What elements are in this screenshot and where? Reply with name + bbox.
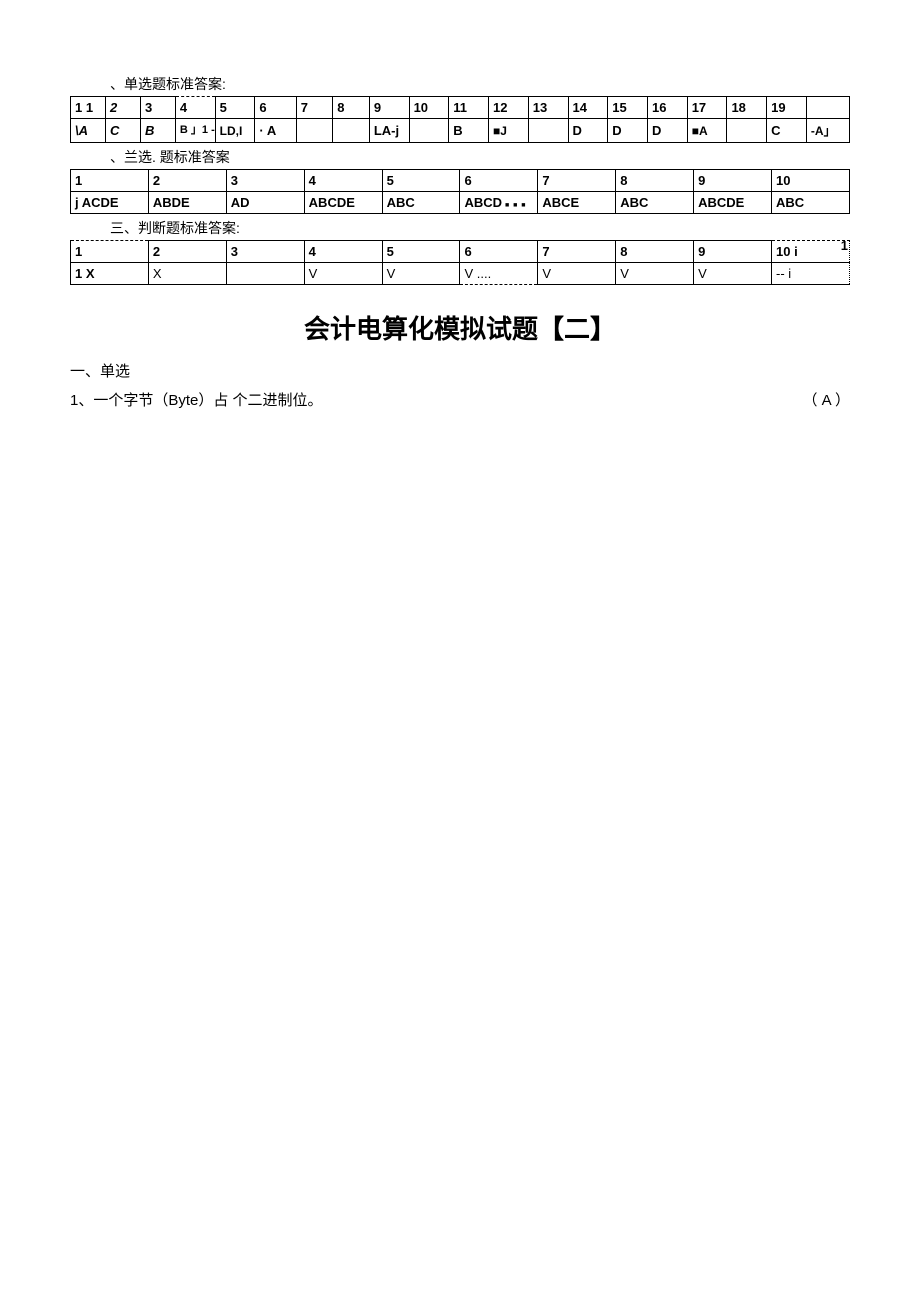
t1-c-6: · A <box>255 119 296 143</box>
t3-h-7: 7 <box>538 241 616 263</box>
t2-c-6: ABCD <box>460 192 538 214</box>
table-row: 1 X X V V V .... V V V -- i <box>71 263 850 285</box>
t3-h-3: 3 <box>226 241 304 263</box>
section3-trail: 1 <box>841 238 848 253</box>
table-row: 1 2 3 4 5 6 7 8 9 10 <box>71 170 850 192</box>
t2-c-10: ABC <box>772 192 850 214</box>
t3-c-8: V <box>616 263 694 285</box>
t1-c-16: D <box>647 119 687 143</box>
t2-h-4: 4 <box>304 170 382 192</box>
t3-h-8: 8 <box>616 241 694 263</box>
t1-h-19: 19 <box>767 97 807 119</box>
t1-h-17: 17 <box>687 97 727 119</box>
t2-c-5: ABC <box>382 192 460 214</box>
t3-c-10: -- i <box>772 263 850 285</box>
section2-label: 、兰选. 题标准答案 <box>110 147 850 167</box>
t3-h-10: 10 i <box>772 241 850 263</box>
t2-c-3: AD <box>226 192 304 214</box>
t1-h-6: 6 <box>255 97 296 119</box>
t3-c-2: X <box>148 263 226 285</box>
page-title: 会计电算化模拟试题【二】 <box>70 309 850 346</box>
t3-c-5: V <box>382 263 460 285</box>
t2-h-2: 2 <box>148 170 226 192</box>
t1-h-14: 14 <box>568 97 608 119</box>
t2-c-2: ABDE <box>148 192 226 214</box>
t1-c-4: B 」1 - - <box>175 119 215 143</box>
t1-c-7 <box>296 119 333 143</box>
t1-c-5: LD,I <box>215 119 255 143</box>
t3-c-6: V .... <box>460 263 538 285</box>
t2-c-8: ABC <box>616 192 694 214</box>
t3-c-7: V <box>538 263 616 285</box>
t2-c-1: j ACDE <box>71 192 149 214</box>
t1-c-1: \A <box>71 119 106 143</box>
t2-h-8: 8 <box>616 170 694 192</box>
table-row: \A C B B 」1 - - LD,I · A LA-j B ■J D D D… <box>71 119 850 143</box>
t1-c-11: B <box>449 119 489 143</box>
t1-h-11: 11 <box>449 97 489 119</box>
t2-c-7: ABCE <box>538 192 616 214</box>
t2-h-10: 10 <box>772 170 850 192</box>
t1-c-15: D <box>608 119 648 143</box>
t1-c-12: ■J <box>489 119 529 143</box>
table-row: j ACDE ABDE AD ABCDE ABC ABCD ABCE ABC A… <box>71 192 850 214</box>
t1-h-5: 5 <box>215 97 255 119</box>
t1-h-18: 18 <box>727 97 767 119</box>
t1-h-4: 4 <box>175 97 215 119</box>
question-1-answer: （ A ） <box>802 389 850 410</box>
t3-h-4: 4 <box>304 241 382 263</box>
table-true-false: 1 2 3 4 5 6 7 8 9 10 i 1 X X V V V .... … <box>70 240 850 285</box>
t1-c-20: -A」 <box>806 119 849 143</box>
t1-c-8 <box>333 119 370 143</box>
question-1-text: 1、一个字节（Byte）占 个二进制位。 <box>70 389 323 410</box>
question-1: 1、一个字节（Byte）占 个二进制位。 （ A ） <box>70 389 850 410</box>
table-row: 1 2 3 4 5 6 7 8 9 10 i <box>71 241 850 263</box>
t1-h-15: 15 <box>608 97 648 119</box>
t3-c-3 <box>226 263 304 285</box>
t1-h-10: 10 <box>409 97 449 119</box>
t1-c-9: LA-j <box>369 119 409 143</box>
t2-h-6: 6 <box>460 170 538 192</box>
t1-h-7: 7 <box>296 97 333 119</box>
t2-h-9: 9 <box>694 170 772 192</box>
t3-h-1: 1 <box>71 241 149 263</box>
table-single-choice: 1 1 2 3 4 5 6 7 8 9 10 11 12 13 14 15 16… <box>70 96 850 143</box>
section3-label: 三、判断题标准答案: <box>110 218 850 238</box>
t2-h-3: 3 <box>226 170 304 192</box>
t1-c-14: D <box>568 119 608 143</box>
t1-h-2: 2 <box>105 97 140 119</box>
t1-c-13 <box>528 119 568 143</box>
t2-c-9: ABCDE <box>694 192 772 214</box>
t1-h-1: 1 1 <box>71 97 106 119</box>
t3-h-5: 5 <box>382 241 460 263</box>
t1-h-3: 3 <box>140 97 175 119</box>
table-multi-choice: 1 2 3 4 5 6 7 8 9 10 j ACDE ABDE AD ABCD… <box>70 169 850 214</box>
t1-h-9: 9 <box>369 97 409 119</box>
t1-h-16: 16 <box>647 97 687 119</box>
t2-h-7: 7 <box>538 170 616 192</box>
t1-h-13: 13 <box>528 97 568 119</box>
t1-c-3: B <box>140 119 175 143</box>
t3-c-9: V <box>694 263 772 285</box>
t1-h-8: 8 <box>333 97 370 119</box>
table-row: 1 1 2 3 4 5 6 7 8 9 10 11 12 13 14 15 16… <box>71 97 850 119</box>
t3-c-1: 1 X <box>71 263 149 285</box>
t1-c-2: C <box>105 119 140 143</box>
t3-h-6: 6 <box>460 241 538 263</box>
t3-c-4: V <box>304 263 382 285</box>
t1-h-20 <box>806 97 849 119</box>
t1-c-19: C <box>767 119 807 143</box>
t1-c-10 <box>409 119 449 143</box>
t1-c-17: ■A <box>687 119 727 143</box>
t1-h-12: 12 <box>489 97 529 119</box>
t2-h-5: 5 <box>382 170 460 192</box>
t1-c-18 <box>727 119 767 143</box>
section-heading-text: 一、单选 <box>70 360 130 381</box>
section-heading: 一、单选 <box>70 360 850 381</box>
t2-h-1: 1 <box>71 170 149 192</box>
t2-c-4: ABCDE <box>304 192 382 214</box>
t3-h-9: 9 <box>694 241 772 263</box>
t3-h-2: 2 <box>148 241 226 263</box>
section1-label: 、单选题标准答案: <box>110 74 850 94</box>
